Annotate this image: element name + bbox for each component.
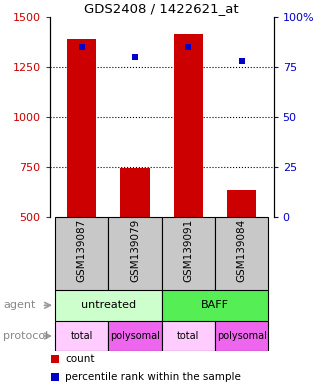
Bar — [162, 321, 215, 351]
Text: GSM139087: GSM139087 — [76, 219, 87, 282]
Text: percentile rank within the sample: percentile rank within the sample — [65, 372, 241, 382]
Text: polysomal: polysomal — [110, 331, 160, 341]
Bar — [162, 217, 215, 290]
Text: total: total — [70, 331, 93, 341]
Text: GSM139091: GSM139091 — [183, 219, 193, 282]
Text: total: total — [177, 331, 199, 341]
Title: GDS2408 / 1422621_at: GDS2408 / 1422621_at — [84, 2, 239, 15]
Bar — [227, 190, 256, 217]
Bar — [162, 290, 268, 321]
Bar — [215, 321, 268, 351]
Text: agent: agent — [3, 300, 36, 310]
Text: GSM139084: GSM139084 — [236, 219, 247, 282]
Text: polysomal: polysomal — [217, 331, 267, 341]
Text: GSM139079: GSM139079 — [130, 219, 140, 282]
Bar — [215, 217, 268, 290]
Text: count: count — [65, 354, 95, 364]
Bar — [108, 217, 162, 290]
Text: BAFF: BAFF — [201, 300, 229, 310]
Bar — [120, 168, 150, 217]
Text: untreated: untreated — [81, 300, 136, 310]
Bar — [108, 321, 162, 351]
Bar — [55, 217, 108, 290]
Bar — [67, 39, 96, 217]
Bar — [174, 34, 203, 217]
Bar — [55, 290, 162, 321]
Bar — [55, 321, 108, 351]
Text: protocol: protocol — [3, 331, 48, 341]
